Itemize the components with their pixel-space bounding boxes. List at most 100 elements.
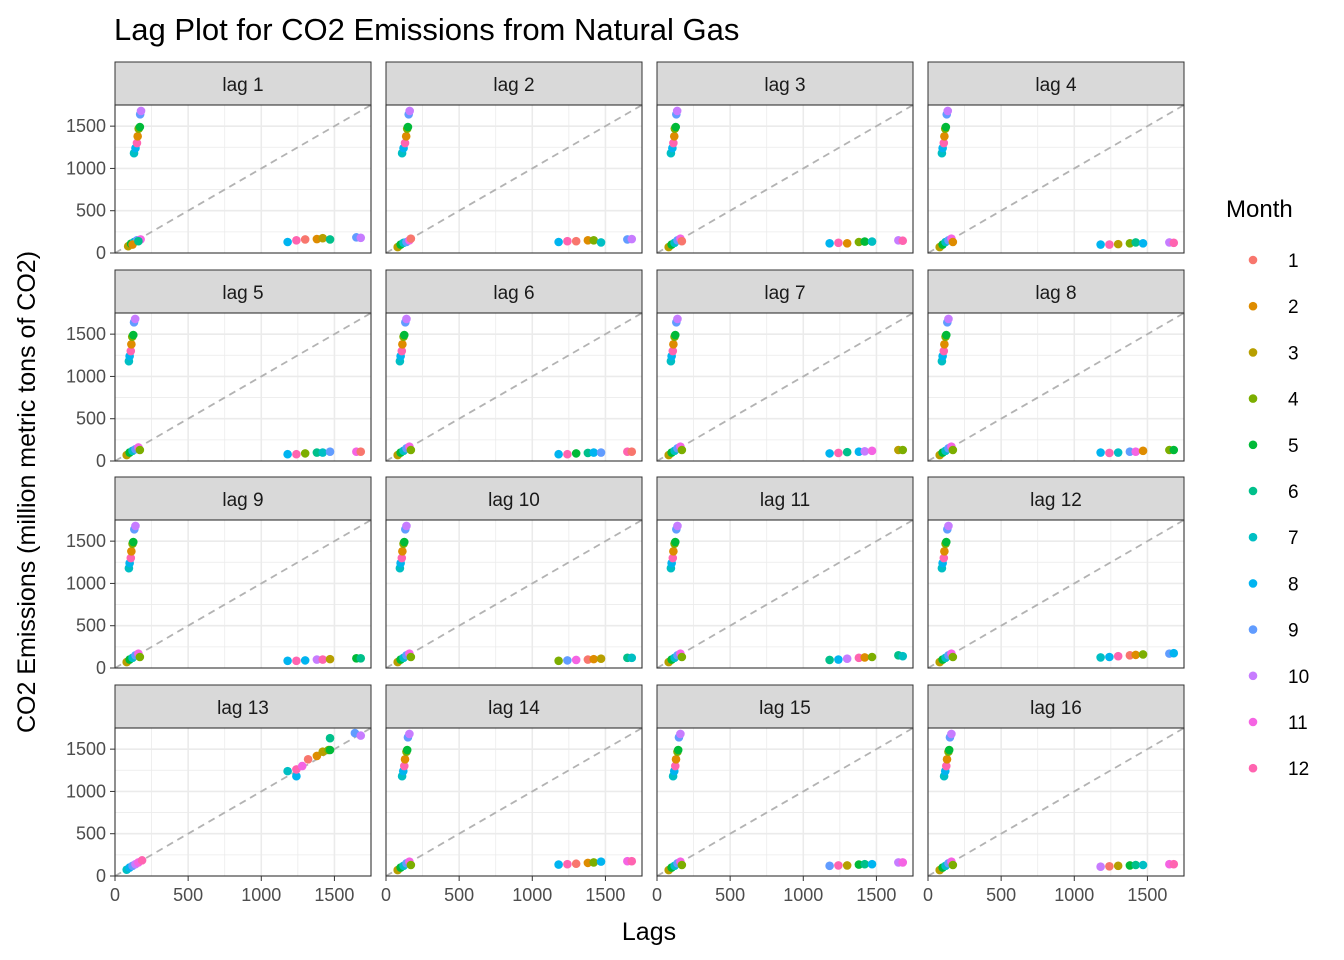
data-point [137,856,147,865]
data-point [563,656,572,665]
panel-border [385,312,643,462]
strip-background [927,269,1185,314]
legend-label-month-4: 4 [1288,390,1299,411]
reference-diagonal-line [927,312,1185,462]
panel-16: lag 16 0 500 1000 1500 [923,684,1185,905]
panel-6: lag 6 [385,269,643,462]
legend-label-month-7: 7 [1288,528,1299,549]
strip-background [114,476,372,521]
reference-diagonal-line [385,104,643,254]
data-point [325,745,335,755]
x-tick-label: 500 [173,885,203,905]
data-point [318,233,328,243]
data-point [571,859,581,869]
data-point [283,766,292,776]
data-point [325,235,335,244]
data-point [627,653,637,663]
data-point [676,729,685,739]
data-point [1169,648,1179,658]
data-point [673,745,683,755]
panel-border [656,519,914,669]
data-point [128,330,138,340]
data-point [670,761,680,771]
strip-background [927,684,1185,729]
x-tick-label: 0 [110,885,120,905]
data-point [941,122,951,132]
data-point [948,237,958,247]
x-tick-label: 500 [986,885,1016,905]
strip-label: lag 4 [1035,75,1077,96]
y-tick-label: 500 [76,824,106,844]
y-axis-title: CO2 Emissions (million metric tons of CO… [13,251,41,733]
data-point [130,314,140,324]
legend-key-month-3 [1248,348,1258,357]
x-tick-label: 1500 [585,885,625,905]
x-tick-label: 1500 [314,885,354,905]
data-point [842,861,852,870]
legend-key-month-1 [1248,255,1258,265]
legend-label-month-8: 8 [1288,574,1299,595]
strip-label: lag 11 [760,490,810,511]
x-tick-label: 1000 [783,885,823,905]
panel-border [656,104,914,254]
data-point [944,745,954,755]
y-tick-label: 1000 [66,158,106,178]
data-point [554,237,563,247]
x-tick-label: 0 [381,885,391,905]
panel-border [114,312,372,462]
data-point [670,330,680,340]
data-point [397,553,407,563]
panel-border [927,727,1185,877]
panel-border [114,104,372,254]
data-point [834,655,843,664]
panel-7: lag 7 [656,269,914,462]
data-point [292,449,301,459]
data-point [668,553,678,563]
y-tick-label: 0 [96,451,106,471]
data-point [944,314,953,324]
legend-label-month-11: 11 [1288,713,1308,734]
data-point [898,858,908,867]
data-point [571,449,581,458]
data-point [867,859,877,869]
x-tick-label: 1000 [1054,885,1094,905]
data-point [1096,653,1105,662]
panel-4: lag 4 [927,61,1185,254]
strip-label: lag 15 [759,698,811,719]
strip-label: lag 9 [222,490,263,511]
reference-diagonal-line [927,727,1185,877]
data-point [589,858,599,867]
strip-label: lag 10 [488,490,540,511]
strip-label: lag 5 [222,283,263,304]
strip-label: lag 16 [1030,698,1082,719]
legend-key-month-5 [1248,440,1258,450]
legend-key-month-11 [1248,717,1258,727]
data-point [127,546,136,556]
strip-background [385,61,643,106]
y-tick-label: 0 [96,866,106,886]
x-tick-label: 0 [923,885,933,905]
data-point [292,656,301,666]
strip-background [656,61,914,106]
data-point [135,652,145,662]
data-point [589,448,599,457]
data-point [283,656,292,666]
panel-border [385,519,643,669]
data-point [1138,238,1148,248]
y-tick-label: 1000 [66,781,106,801]
strip-label: lag 13 [217,698,269,719]
data-point [283,449,292,459]
data-point [318,448,328,457]
strip-background [656,476,914,521]
data-point [948,445,958,455]
data-point [842,654,852,663]
y-tick-label: 1500 [66,531,106,551]
panel-border [385,727,643,877]
data-point [898,236,908,246]
data-point [402,521,411,531]
data-point [842,447,852,457]
data-point [947,729,956,739]
data-point [825,861,834,871]
